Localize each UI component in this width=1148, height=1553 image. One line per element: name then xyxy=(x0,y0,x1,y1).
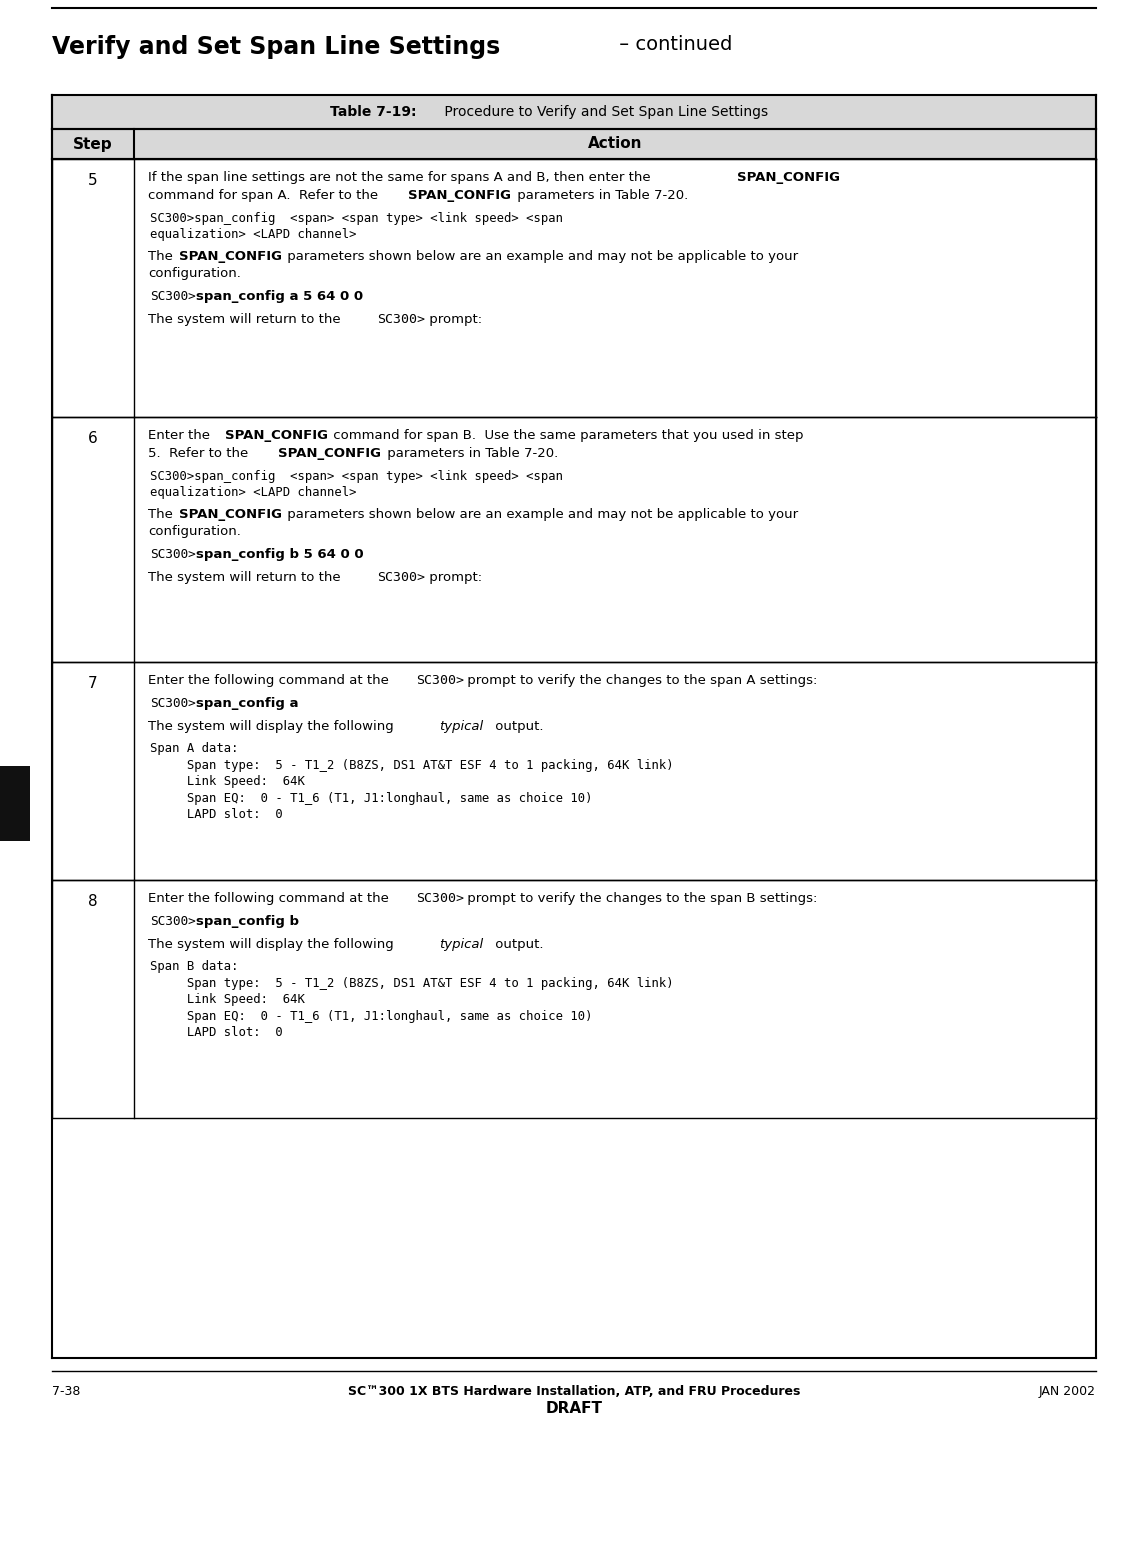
Text: SC300>span_config  <span> <span type> <link speed> <span: SC300>span_config <span> <span type> <li… xyxy=(150,211,563,225)
Text: Enter the following command at the: Enter the following command at the xyxy=(148,891,393,905)
Text: SC300>: SC300> xyxy=(150,915,196,927)
Text: SC300>: SC300> xyxy=(378,572,426,584)
Bar xyxy=(52,129,1096,158)
Text: Link Speed:  64K: Link Speed: 64K xyxy=(150,775,305,789)
Text: Span type:  5 - T1_2 (B8ZS, DS1 AT&T ESF 4 to 1 packing, 64K link): Span type: 5 - T1_2 (B8ZS, DS1 AT&T ESF … xyxy=(150,759,674,772)
Text: Link Speed:  64K: Link Speed: 64K xyxy=(150,994,305,1006)
Text: command for span A.  Refer to the: command for span A. Refer to the xyxy=(148,189,382,202)
Text: – continued: – continued xyxy=(613,36,732,54)
Text: SC300>: SC300> xyxy=(150,290,196,303)
Text: SC300>span_config  <span> <span type> <link speed> <span: SC300>span_config <span> <span type> <li… xyxy=(150,469,563,483)
Text: 7: 7 xyxy=(8,794,22,812)
Text: LAPD slot:  0: LAPD slot: 0 xyxy=(150,809,282,822)
Text: parameters shown below are an example and may not be applicable to your: parameters shown below are an example an… xyxy=(284,508,798,520)
Text: prompt:: prompt: xyxy=(425,572,482,584)
Text: The system will display the following: The system will display the following xyxy=(148,719,398,733)
Text: Table 7-19:: Table 7-19: xyxy=(329,106,417,120)
Text: The system will return to the: The system will return to the xyxy=(148,314,344,326)
Text: command for span B.  Use the same parameters that you used in step: command for span B. Use the same paramet… xyxy=(329,429,804,443)
Text: prompt to verify the changes to the span B settings:: prompt to verify the changes to the span… xyxy=(464,891,817,905)
Text: configuration.: configuration. xyxy=(148,525,241,539)
Text: 5.  Refer to the: 5. Refer to the xyxy=(148,447,253,460)
Text: equalization> <LAPD channel>: equalization> <LAPD channel> xyxy=(150,228,357,241)
Text: LAPD slot:  0: LAPD slot: 0 xyxy=(150,1027,282,1039)
Text: Span EQ:  0 - T1_6 (T1, J1:longhaul, same as choice 10): Span EQ: 0 - T1_6 (T1, J1:longhaul, same… xyxy=(150,1009,592,1023)
Text: 7-38: 7-38 xyxy=(52,1385,80,1398)
Text: span_config a: span_config a xyxy=(196,697,298,710)
Text: prompt:: prompt: xyxy=(425,314,482,326)
Text: The system will display the following: The system will display the following xyxy=(148,938,398,950)
Text: 5: 5 xyxy=(88,172,98,188)
Text: The: The xyxy=(148,250,177,262)
Text: SC300>: SC300> xyxy=(416,674,464,686)
Text: SPAN_CONFIG: SPAN_CONFIG xyxy=(225,429,327,443)
Text: SPAN_CONFIG: SPAN_CONFIG xyxy=(179,508,281,520)
Text: Procedure to Verify and Set Span Line Settings: Procedure to Verify and Set Span Line Se… xyxy=(440,106,768,120)
Text: Action: Action xyxy=(588,137,642,152)
Text: 6: 6 xyxy=(88,432,98,446)
Text: The system will return to the: The system will return to the xyxy=(148,572,344,584)
Text: 8: 8 xyxy=(88,895,98,909)
Text: output.: output. xyxy=(490,719,543,733)
Text: prompt to verify the changes to the span A settings:: prompt to verify the changes to the span… xyxy=(464,674,817,686)
Text: The: The xyxy=(148,508,177,520)
Text: typical: typical xyxy=(439,938,483,950)
Text: Enter the: Enter the xyxy=(148,429,215,443)
Text: 7: 7 xyxy=(88,676,98,691)
Text: SPAN_CONFIG: SPAN_CONFIG xyxy=(737,171,840,183)
Text: SC300>: SC300> xyxy=(150,548,196,561)
Text: SPAN_CONFIG: SPAN_CONFIG xyxy=(278,447,381,460)
Text: parameters in Table 7-20.: parameters in Table 7-20. xyxy=(513,189,688,202)
Text: SC300>: SC300> xyxy=(150,697,196,710)
Text: Span A data:: Span A data: xyxy=(150,742,239,755)
Text: output.: output. xyxy=(490,938,543,950)
Text: If the span line settings are not the same for spans A and B, then enter the: If the span line settings are not the sa… xyxy=(148,171,654,183)
Text: span_config b 5 64 0 0: span_config b 5 64 0 0 xyxy=(196,548,364,561)
Text: Span B data:: Span B data: xyxy=(150,960,239,974)
Text: equalization> <LAPD channel>: equalization> <LAPD channel> xyxy=(150,486,357,499)
Text: SPAN_CONFIG: SPAN_CONFIG xyxy=(409,189,511,202)
Text: parameters shown below are an example and may not be applicable to your: parameters shown below are an example an… xyxy=(284,250,798,262)
Text: Span type:  5 - T1_2 (B8ZS, DS1 AT&T ESF 4 to 1 packing, 64K link): Span type: 5 - T1_2 (B8ZS, DS1 AT&T ESF … xyxy=(150,977,674,989)
Bar xyxy=(52,95,1096,129)
Text: parameters in Table 7-20.: parameters in Table 7-20. xyxy=(382,447,558,460)
Bar xyxy=(0,766,30,840)
Text: SC300>: SC300> xyxy=(378,314,426,326)
Text: span_config a 5 64 0 0: span_config a 5 64 0 0 xyxy=(196,290,363,303)
Text: SC300>: SC300> xyxy=(416,891,464,905)
Text: Step: Step xyxy=(73,137,113,152)
Text: Span EQ:  0 - T1_6 (T1, J1:longhaul, same as choice 10): Span EQ: 0 - T1_6 (T1, J1:longhaul, same… xyxy=(150,792,592,804)
Text: JAN 2002: JAN 2002 xyxy=(1039,1385,1096,1398)
Text: DRAFT: DRAFT xyxy=(545,1401,603,1416)
Text: SPAN_CONFIG: SPAN_CONFIG xyxy=(179,250,281,262)
Text: SC™300 1X BTS Hardware Installation, ATP, and FRU Procedures: SC™300 1X BTS Hardware Installation, ATP… xyxy=(348,1385,800,1398)
Text: Verify and Set Span Line Settings: Verify and Set Span Line Settings xyxy=(52,36,501,59)
Text: Enter the following command at the: Enter the following command at the xyxy=(148,674,393,686)
Text: configuration.: configuration. xyxy=(148,267,241,281)
Text: span_config b: span_config b xyxy=(196,915,300,927)
Text: typical: typical xyxy=(439,719,483,733)
